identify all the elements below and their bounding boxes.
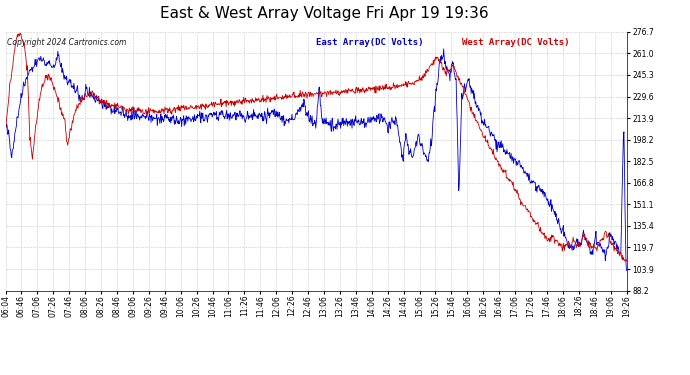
Text: West Array(DC Volts): West Array(DC Volts) xyxy=(462,38,569,47)
Text: East & West Array Voltage Fri Apr 19 19:36: East & West Array Voltage Fri Apr 19 19:… xyxy=(160,6,489,21)
Text: East Array(DC Volts): East Array(DC Volts) xyxy=(316,38,424,47)
Text: Copyright 2024 Cartronics.com: Copyright 2024 Cartronics.com xyxy=(7,38,126,47)
